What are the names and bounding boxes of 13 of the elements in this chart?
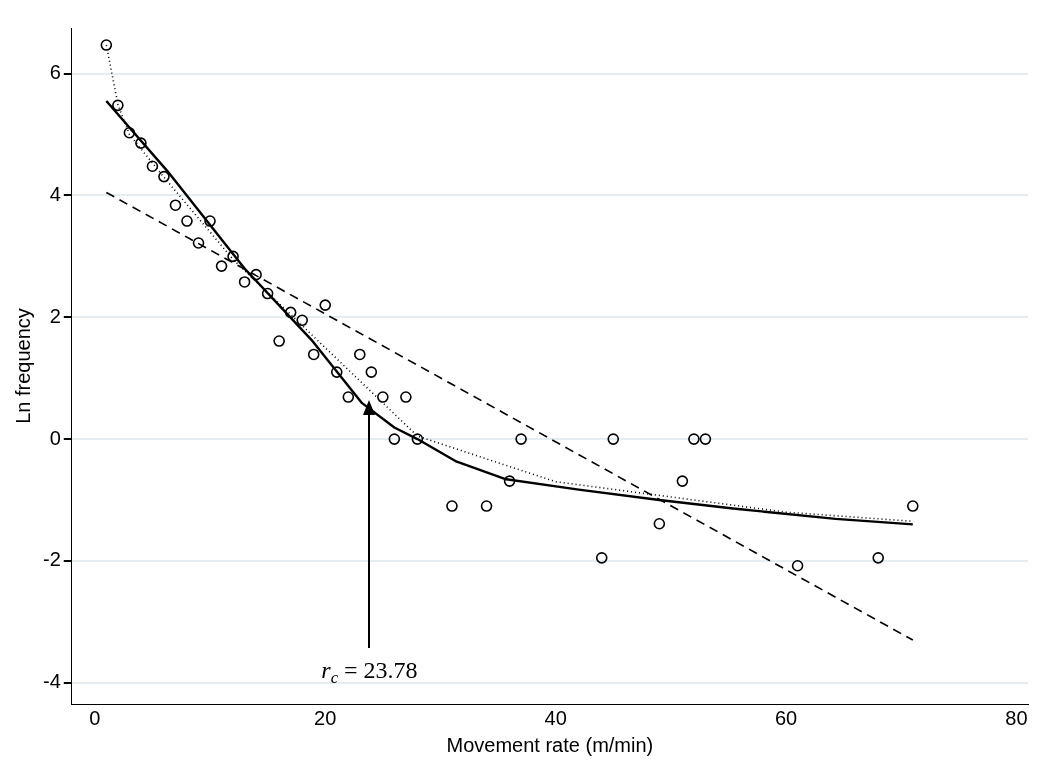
x-tick-label: 80	[1005, 706, 1028, 729]
y-tick-label: -4	[42, 670, 61, 693]
x-tick-label: 20	[314, 706, 337, 729]
y-tick-label: -2	[42, 548, 61, 571]
y-tick-label: 4	[49, 182, 61, 205]
x-tick-label: 40	[544, 706, 567, 729]
x-tick-label: 60	[774, 706, 798, 729]
x-axis-title: Movement rate (m/min)	[446, 733, 654, 756]
y-tick-label: 6	[49, 61, 61, 84]
y-tick-label: 2	[49, 304, 61, 327]
y-axis-title: Ln frequency	[11, 308, 34, 424]
y-tick-label: 0	[49, 426, 61, 449]
x-tick-label: 0	[89, 706, 101, 729]
